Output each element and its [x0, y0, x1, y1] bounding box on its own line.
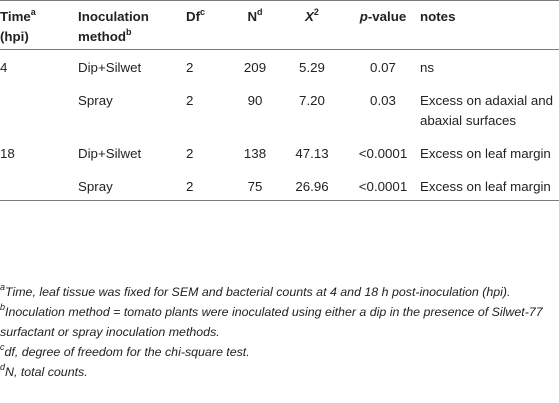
cell-time: 4: [0, 60, 8, 75]
header-n: Nd: [247, 6, 263, 24]
cell-notes: ns: [420, 60, 435, 75]
cell-notes: Excess on adaxial and abaxial surfaces: [420, 93, 554, 128]
results-table: Timea (hpi) Inoculation methodb Dfc Nd X2…: [0, 0, 559, 201]
footnote: cdf, degree of freedom for the chi-squar…: [0, 341, 250, 359]
cell-time: [0, 167, 78, 201]
cell-method: Spray: [78, 179, 113, 194]
footnote: dN, total counts.: [0, 361, 88, 379]
footnote: aTime, leaf tissue was fixed for SEM and…: [0, 281, 511, 299]
cell-notes: Excess on leaf margin: [420, 146, 551, 161]
cell-p-value: 0.07: [370, 60, 396, 75]
cell-chi-square: 5.29: [299, 60, 325, 75]
header-inoculation-method: Inoculation methodb: [78, 9, 149, 44]
cell-chi-square: 7.20: [299, 93, 325, 108]
table-row: Spray 2 90 7.20 0.03 Excess on adaxial a…: [0, 81, 559, 134]
cell-n: 138: [243, 146, 267, 161]
cell-df: 2: [186, 93, 194, 108]
header-time: Timea (hpi): [0, 6, 36, 44]
table-footnotes: aTime, leaf tissue was fixed for SEM and…: [0, 282, 556, 382]
cell-df: 2: [186, 179, 194, 194]
table-row: 4 Dip+Silwet 2 209 5.29 0.07 ns: [0, 50, 559, 82]
table-row: 18 Dip+Silwet 2 138 47.13 <0.0001 Excess…: [0, 134, 559, 167]
cell-notes: Excess on leaf margin: [420, 179, 551, 194]
header-df: Dfc: [186, 6, 206, 24]
header-chi-square: X2: [305, 6, 319, 24]
cell-p-value: 0.03: [370, 93, 396, 108]
cell-n: 90: [247, 93, 263, 108]
cell-method: Dip+Silwet: [78, 146, 142, 161]
cell-df: 2: [186, 146, 194, 161]
header-p-value: p-value: [359, 9, 407, 24]
cell-method: Dip+Silwet: [78, 60, 142, 75]
cell-time: [0, 81, 78, 134]
cell-method: Spray: [78, 93, 113, 108]
cell-df: 2: [186, 60, 194, 75]
cell-n: 209: [243, 60, 267, 75]
table-row: Spray 2 75 26.96 <0.0001 Excess on leaf …: [0, 167, 559, 201]
cell-p-value: <0.0001: [358, 179, 408, 194]
cell-p-value: <0.0001: [358, 146, 408, 161]
cell-chi-square: 26.96: [295, 179, 329, 194]
cell-time: 18: [0, 146, 15, 161]
header-row: Timea (hpi) Inoculation methodb Dfc Nd X2…: [0, 0, 559, 50]
header-notes: notes: [420, 9, 456, 24]
cell-n: 75: [247, 179, 263, 194]
cell-chi-square: 47.13: [295, 146, 329, 161]
footnote: bInoculation method = tomato plants were…: [0, 301, 543, 339]
